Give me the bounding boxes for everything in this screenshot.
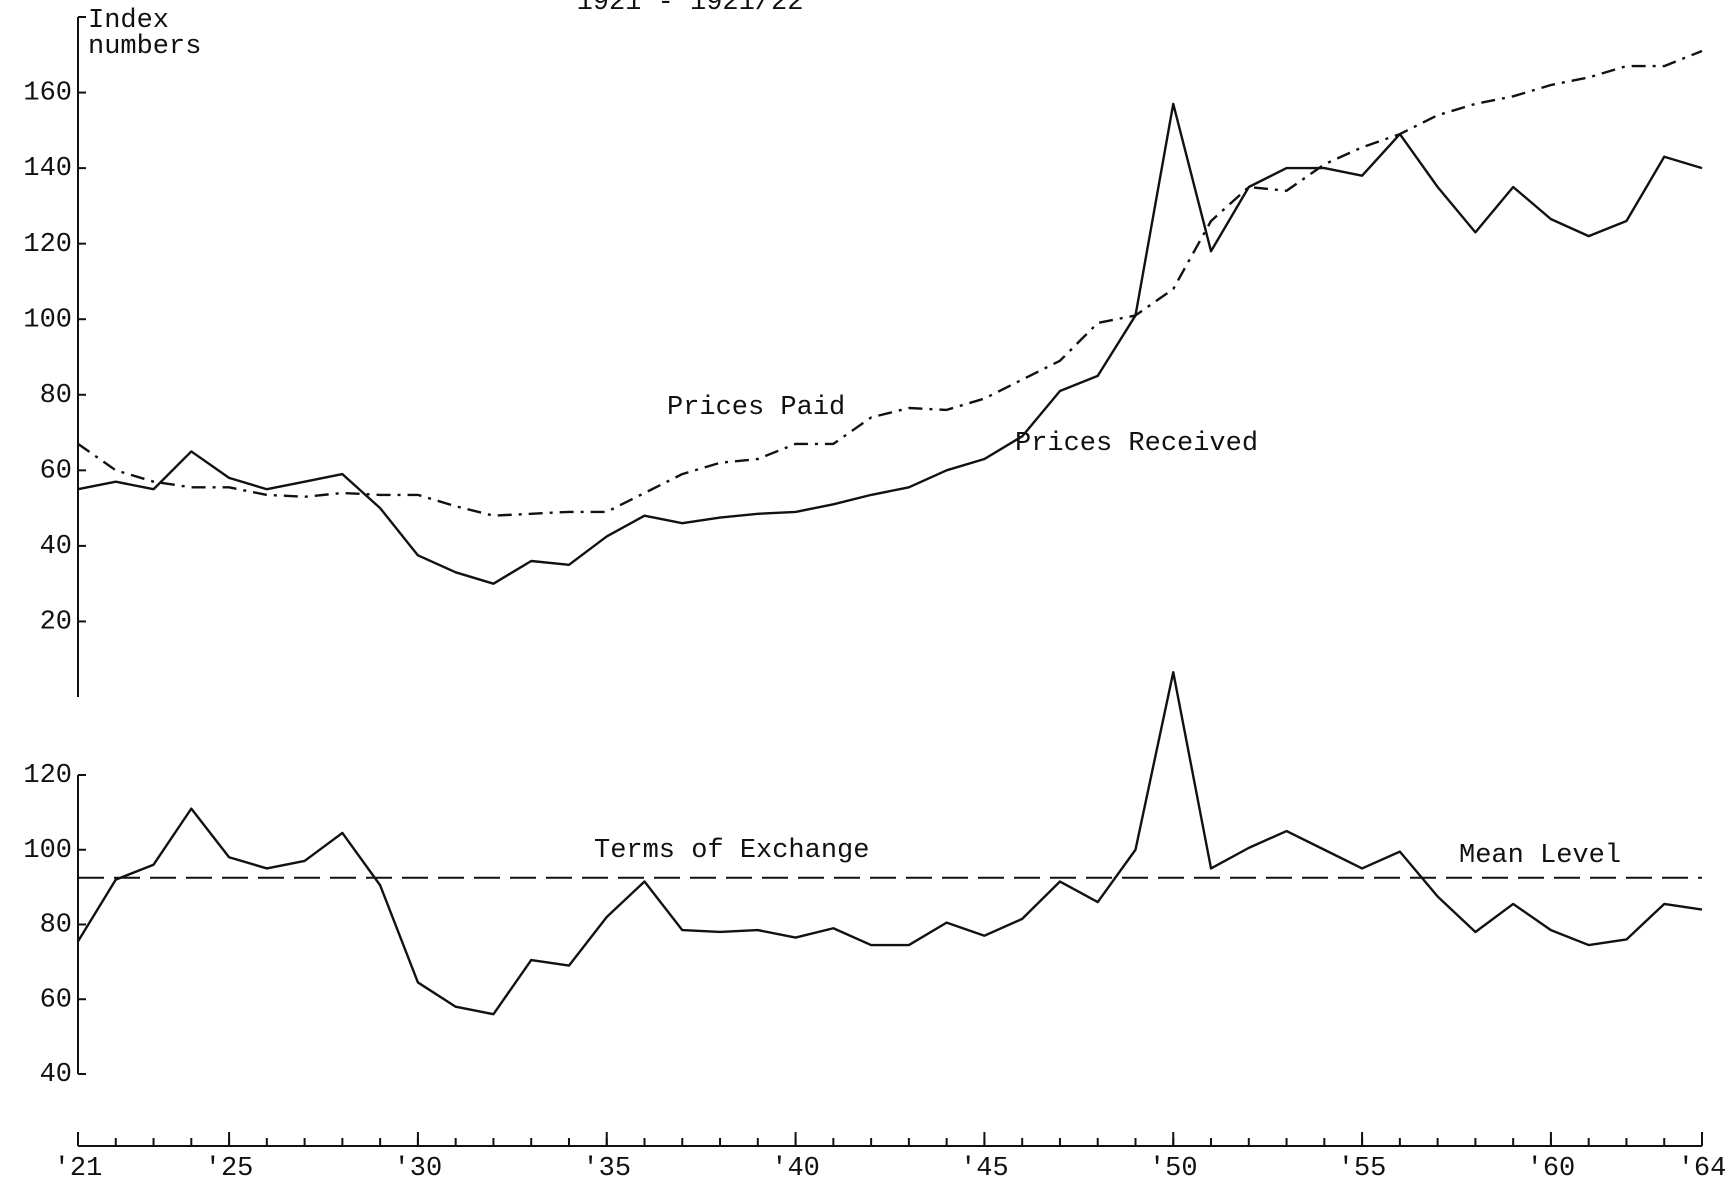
y-tick-label: 120 [23,761,72,791]
x-tick-label: '45 [960,1154,1009,1184]
x-tick-label: '55 [1338,1154,1387,1184]
series-label: Terms of Exchange [594,836,869,866]
x-tick-label: '35 [582,1154,631,1184]
series-label: Prices Received [1015,429,1258,459]
series-label: Prices Paid [667,393,845,423]
x-tick-label: '50 [1149,1154,1198,1184]
chart-title: 1921 - 1921/22 [577,0,804,18]
x-tick-label: '60 [1527,1154,1576,1184]
y-tick-label: 80 [40,381,72,411]
y-tick-label: 40 [40,1060,72,1090]
y-tick-label: 120 [23,230,72,260]
y-tick-label: 60 [40,985,72,1015]
x-tick-label: '21 [54,1154,103,1184]
y-tick-label: 40 [40,532,72,562]
y-axis-label: Index [88,6,169,36]
y-tick-label: 80 [40,911,72,941]
y-axis-label: numbers [88,32,201,62]
x-tick-label: '40 [771,1154,820,1184]
x-tick-label: '30 [394,1154,443,1184]
x-tick-label: '64 [1678,1154,1727,1184]
y-tick-label: 160 [23,79,72,109]
x-tick-label: '25 [205,1154,254,1184]
y-tick-label: 140 [23,154,72,184]
y-tick-label: 60 [40,456,72,486]
series-line [77,49,1703,517]
y-tick-label: 100 [23,305,72,335]
y-tick-label: 100 [23,836,72,866]
mean-level-label: Mean Level [1459,841,1621,871]
y-tick-label: 20 [40,608,72,638]
series-line [77,102,1703,585]
series-line [76,671,1703,1016]
